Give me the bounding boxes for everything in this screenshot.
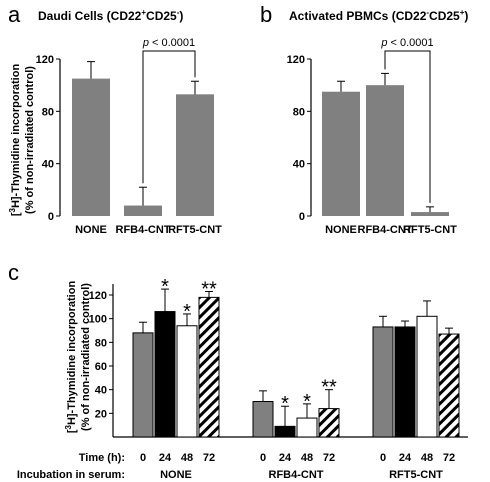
bar	[411, 212, 449, 216]
panel-b-y-axis: 0 40 80 120	[287, 54, 312, 223]
significance-label: p < 0.0001	[142, 37, 195, 49]
y-tick-label: 120	[89, 290, 107, 302]
bar	[132, 332, 154, 438]
panel-c-time-row-label: Time (h):	[79, 452, 125, 464]
panel-c-serum-row-label: Incubation in serum:	[17, 469, 125, 481]
panel-c-y-axis-title-line2: (% of non-irradiated control)	[80, 283, 92, 431]
time-tick-label: 24	[279, 452, 292, 464]
y-tick-label: 120	[36, 54, 54, 66]
bar	[366, 85, 404, 217]
y-tick-label: 20	[95, 408, 107, 420]
panel-a-y-axis-title-line2: (% of non-irradiated control)	[24, 66, 36, 214]
x-tick-label: NONE	[75, 224, 107, 236]
panel-a-letter: a	[8, 2, 21, 27]
bar	[176, 94, 214, 216]
significance-star: *	[183, 301, 191, 323]
bar	[176, 325, 198, 438]
significance-star: *	[303, 391, 311, 413]
bar	[274, 425, 296, 438]
panel-a: a Daudi Cells (CD22+CD25-) 0 40 80 120 NONE…	[8, 2, 222, 236]
time-tick-label: 0	[140, 452, 146, 464]
group-label: NONE	[160, 469, 192, 481]
y-tick-label: 120	[287, 54, 305, 66]
time-tick-label: 0	[260, 452, 266, 464]
y-tick-label: 60	[95, 361, 107, 373]
significance-star: **	[201, 278, 217, 300]
significance-star: *	[281, 393, 289, 415]
bar	[394, 326, 416, 438]
bar	[252, 401, 274, 438]
y-tick-label: 80	[293, 106, 305, 118]
y-tick-label: 40	[95, 385, 107, 397]
bar	[372, 326, 394, 438]
bar	[72, 78, 110, 216]
y-tick-label: 0	[48, 211, 54, 223]
bar	[124, 205, 162, 216]
panel-c-letter: c	[8, 260, 19, 285]
time-tick-label: 72	[443, 452, 455, 464]
bar	[154, 311, 176, 438]
time-tick-label: 24	[399, 452, 412, 464]
significance-label: p < 0.0001	[380, 37, 433, 49]
y-tick-label: 40	[42, 159, 54, 171]
bar	[296, 417, 318, 438]
group-label: RFB4-CNT	[269, 469, 324, 481]
significance-bracket	[384, 50, 431, 203]
time-tick-label: 0	[380, 452, 386, 464]
time-tick-label: 72	[203, 452, 215, 464]
bar	[416, 315, 438, 438]
panel-c: c 20 40 60 80 100 120 0 * 24 * 48 ** 72 NONE 0 * 24 * 48 *…	[8, 260, 468, 481]
x-tick-label: NONE	[325, 224, 357, 236]
time-tick-label: 48	[181, 452, 193, 464]
panel-a-title: Daudi Cells (CD22+CD25-)	[38, 8, 183, 23]
bar	[318, 408, 340, 438]
x-tick-label: RFB4-CNT	[116, 224, 171, 236]
y-tick-label: 100	[89, 314, 107, 326]
panel-a-y-axis: 0 40 80 120	[36, 54, 61, 223]
panel-b-title: Activated PBMCs (CD22-CD25+)	[289, 8, 468, 23]
y-tick-label: 40	[293, 159, 305, 171]
x-tick-label: RFT5-CNT	[168, 224, 222, 236]
y-tick-label: 0	[299, 211, 305, 223]
bar	[198, 296, 220, 438]
time-tick-label: 48	[301, 452, 313, 464]
panel-c-y-axis-title-line1: [3H]-Thymidine incorporation	[64, 281, 78, 434]
time-tick-label: 24	[159, 452, 172, 464]
group-label: RFT5-CNT	[389, 469, 443, 481]
x-tick-label: RFT5-CNT	[403, 224, 457, 236]
x-tick-label: RFB4-CNT	[358, 224, 413, 236]
time-tick-label: 72	[323, 452, 335, 464]
y-tick-label: 80	[42, 106, 54, 118]
panel-b: b Activated PBMCs (CD22-CD25+) 04080120 …	[260, 2, 468, 236]
time-tick-label: 48	[421, 452, 433, 464]
significance-bracket	[142, 50, 196, 184]
y-tick-label: 80	[95, 337, 107, 349]
panel-a-y-axis-title-line1: [3H]-Thymidine incorporation	[8, 64, 22, 217]
panel-b-letter: b	[260, 2, 272, 27]
bar	[322, 91, 360, 216]
significance-star: **	[321, 377, 337, 399]
bar	[438, 333, 460, 438]
significance-star: *	[161, 276, 169, 298]
